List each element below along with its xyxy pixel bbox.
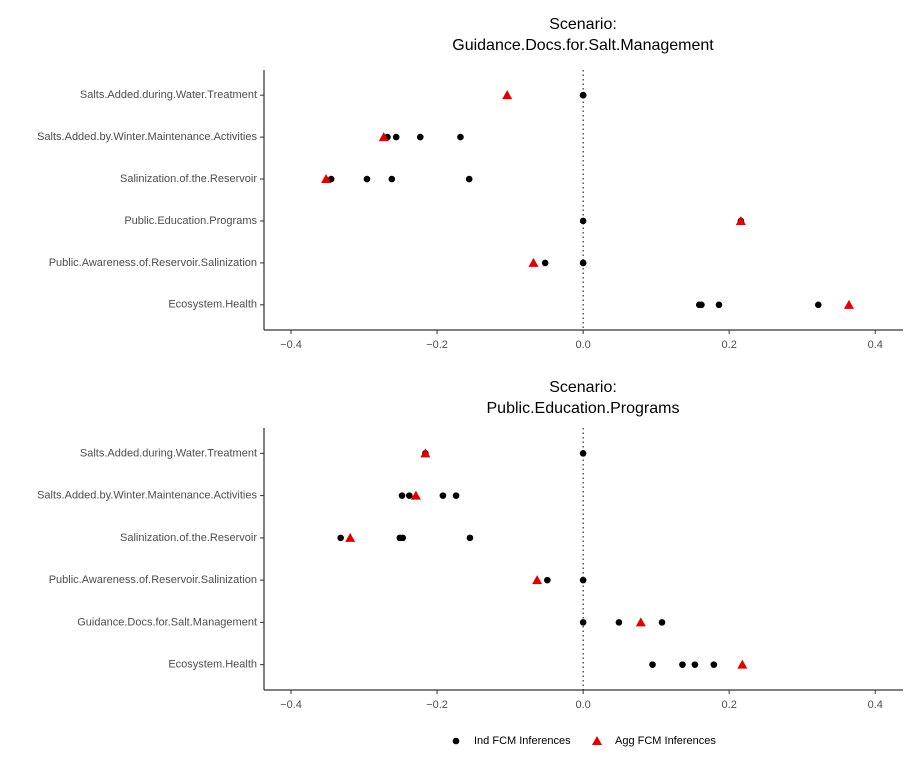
point: [466, 534, 474, 542]
triangle-point: [532, 575, 543, 585]
y-tick-label: Salts.Added.during.Water.Treatment: [80, 447, 257, 459]
x-tick-label: 0.0: [575, 699, 590, 711]
point: [579, 576, 587, 584]
y-tick-label: Salts.Added.by.Winter.Maintenance.Activi…: [37, 131, 257, 143]
point: [465, 175, 473, 183]
y-tick-label: Public.Education.Programs: [124, 215, 257, 227]
point: [457, 133, 464, 141]
point: [691, 661, 699, 668]
triangle-point: [378, 132, 389, 142]
legend-label: Agg FCM Inferences: [615, 735, 716, 747]
point: [715, 301, 723, 309]
triangle-point: [410, 490, 421, 500]
point: [388, 175, 396, 183]
point: [439, 492, 447, 499]
point: [658, 619, 666, 626]
point: [814, 301, 822, 309]
triangle-point: [345, 532, 356, 542]
x-tick-label: 0.0: [575, 339, 590, 351]
x-tick-label: 0.2: [722, 339, 737, 351]
point: [406, 492, 413, 499]
triangle-point: [321, 174, 332, 184]
point: [363, 175, 371, 183]
y-tick-label: Salinization.of.the.Reservoir: [120, 173, 257, 185]
point: [579, 259, 587, 267]
triangle-point: [635, 617, 646, 627]
y-tick-label: Ecosystem.Health: [168, 299, 257, 311]
point: [615, 619, 623, 626]
x-tick-label: −0.4: [280, 339, 302, 351]
point: [579, 619, 587, 626]
x-tick-label: −0.2: [426, 699, 448, 711]
point: [392, 133, 400, 141]
point: [698, 301, 705, 309]
triangle-point: [502, 90, 513, 100]
y-tick-label: Salts.Added.during.Water.Treatment: [80, 89, 257, 101]
point: [399, 534, 407, 542]
y-tick-label: Guidance.Docs.for.Salt.Management: [77, 616, 257, 628]
y-tick-label: Salinization.of.the.Reservoir: [120, 532, 257, 544]
x-tick-label: 0.4: [868, 339, 883, 351]
triangle-point: [420, 448, 431, 458]
triangle-point: [735, 215, 746, 225]
point: [398, 492, 406, 499]
x-tick-label: −0.2: [426, 339, 448, 351]
chart-title: Scenario:: [549, 16, 617, 33]
legend-label: Ind FCM Inferences: [474, 735, 571, 747]
y-tick-label: Public.Awareness.of.Reservoir.Salinizati…: [49, 574, 257, 586]
chart-subtitle: Public.Education.Programs: [487, 400, 680, 417]
point: [416, 133, 424, 141]
point: [337, 534, 344, 542]
triangle-point: [592, 736, 602, 745]
point: [579, 91, 587, 99]
point: [541, 259, 549, 267]
triangle-point: [737, 659, 748, 669]
point: [649, 661, 656, 668]
point: [710, 661, 718, 668]
point: [452, 737, 460, 745]
point: [544, 576, 551, 584]
point: [679, 661, 686, 668]
triangle-point: [843, 299, 854, 309]
point: [452, 492, 460, 499]
point: [579, 450, 587, 457]
y-tick-label: Salts.Added.by.Winter.Maintenance.Activi…: [37, 490, 257, 502]
y-tick-label: Ecosystem.Health: [168, 659, 257, 671]
x-tick-label: −0.4: [280, 699, 302, 711]
chart-subtitle: Guidance.Docs.for.Salt.Management: [452, 37, 714, 54]
x-tick-label: 0.2: [722, 699, 737, 711]
chart-title: Scenario:: [549, 379, 617, 396]
triangle-point: [528, 257, 539, 267]
point: [579, 217, 587, 225]
y-tick-label: Public.Awareness.of.Reservoir.Salinizati…: [49, 257, 257, 269]
x-tick-label: 0.4: [868, 699, 883, 711]
